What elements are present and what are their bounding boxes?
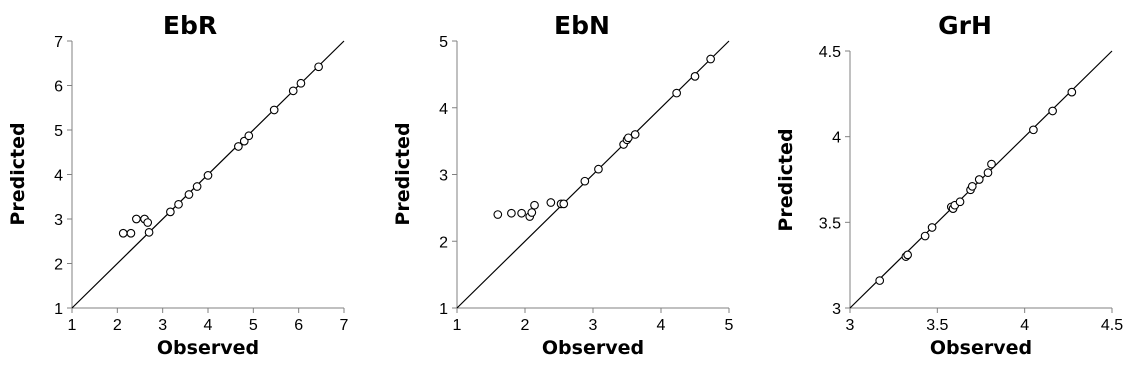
data-point [314, 62, 323, 72]
data-point [1067, 87, 1077, 97]
y-tick-label: 2 [54, 257, 63, 274]
x-tick-label: 4 [1020, 317, 1029, 334]
y-axis-label: Predicted [392, 122, 414, 225]
data-point [967, 182, 977, 191]
y-tick-label: 1 [54, 301, 63, 318]
chart-title: EbR [163, 11, 217, 40]
data-point [288, 86, 298, 96]
data-point [527, 208, 537, 217]
data-point [630, 130, 640, 139]
x-tick-label: 3 [589, 317, 598, 334]
y-tick-label: 5 [439, 34, 448, 51]
x-axis-label: Observed [157, 337, 259, 359]
y-tick-label: 3 [832, 301, 841, 318]
data-point [983, 168, 993, 177]
y-tick-label: 4 [439, 101, 448, 118]
data-point [244, 131, 254, 141]
x-tick-label: 3 [158, 317, 167, 334]
data-point [546, 198, 556, 207]
chart-panel-1: 1 2 3 4 5 6 7 1 2 3 4 5 6 7 EbR Observed Predicted [7, 11, 349, 359]
data-point [143, 218, 153, 227]
x-tick-label: 7 [340, 317, 349, 334]
y-tick-label: 7 [54, 34, 63, 51]
x-tick-label: 3.5 [926, 317, 948, 334]
x-tick-label: 2 [113, 317, 122, 334]
data-point [672, 88, 681, 98]
data-point [192, 182, 202, 191]
data-point [580, 176, 590, 186]
x-tick-label: 5 [249, 317, 258, 334]
data-point [507, 208, 516, 218]
data-point [594, 164, 603, 174]
y-tick-label: 5 [54, 123, 63, 140]
data-point [987, 159, 996, 169]
y-axis-label: Predicted [7, 122, 29, 225]
data-point [517, 208, 526, 218]
data-point [166, 207, 175, 217]
data-point [974, 175, 984, 184]
data-point [132, 214, 141, 224]
x-tick-label: 4.5 [1101, 317, 1123, 334]
data-point [875, 276, 885, 285]
data-point [269, 105, 279, 115]
data-point [203, 171, 213, 180]
x-tick-label: 5 [725, 317, 734, 334]
x-axis-label: Observed [542, 337, 644, 359]
data-point [927, 223, 937, 232]
data-point [118, 228, 128, 238]
data-point [234, 142, 243, 151]
data-point [624, 133, 633, 143]
x-axis-label: Observed [930, 337, 1032, 359]
y-tick-label: 1 [439, 301, 448, 318]
data-point [559, 199, 569, 209]
chart-panel-3: 3 3.5 4 4.5 3 3.5 4 4.5 GrH Observed Predicted [775, 11, 1123, 359]
chart-title: EbN [554, 11, 610, 40]
y-tick-label: 3 [54, 212, 63, 229]
data-point [1048, 106, 1057, 116]
data-point [706, 54, 715, 64]
data-point [903, 250, 912, 260]
data-point [1029, 125, 1038, 135]
data-point [296, 78, 306, 88]
chart-title: GrH [938, 11, 992, 40]
y-tick-label: 4.5 [819, 44, 841, 61]
reference-line-y-equals-x [456, 40, 730, 309]
data-point [493, 210, 503, 219]
x-tick-label: 2 [521, 317, 530, 334]
x-tick-label: 1 [453, 317, 462, 334]
x-tick-label: 4 [657, 317, 666, 334]
y-tick-label: 6 [54, 79, 63, 96]
data-point [690, 72, 700, 81]
y-tick-label: 2 [439, 234, 448, 251]
y-tick-label: 4 [54, 168, 63, 185]
chart-panel-2: 1 2 3 4 5 1 2 3 4 5 EbN Observed Predicted [392, 11, 734, 359]
data-point [184, 190, 194, 199]
x-tick-label: 6 [294, 317, 303, 334]
y-tick-label: 3 [439, 168, 448, 185]
data-point [174, 199, 183, 209]
y-axis-label: Predicted [775, 128, 797, 231]
data-point [955, 197, 965, 207]
y-tick-label: 4 [832, 130, 841, 147]
x-tick-label: 3 [846, 317, 855, 334]
data-point [530, 200, 539, 210]
x-tick-label: 4 [204, 317, 213, 334]
data-point [144, 228, 154, 237]
data-point [126, 228, 136, 238]
data-point [920, 231, 930, 241]
x-tick-label: 1 [68, 317, 77, 334]
y-tick-label: 3.5 [819, 215, 841, 232]
